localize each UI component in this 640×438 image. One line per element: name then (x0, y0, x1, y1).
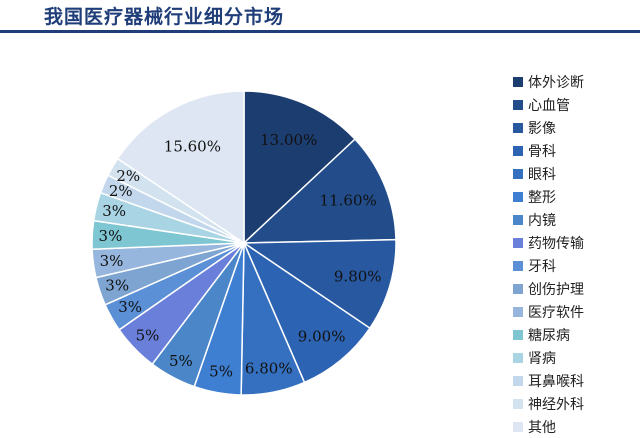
legend-label: 药物传输 (528, 235, 584, 252)
legend-label: 牙科 (528, 258, 556, 275)
legend-label: 其他 (528, 419, 556, 436)
legend-swatch (513, 145, 523, 156)
legend-label: 骨科 (528, 143, 556, 160)
legend-item-8: 药物传输 (513, 231, 638, 254)
legend-swatch (513, 352, 523, 363)
legend-swatch (513, 76, 523, 87)
legend-item-10: 创伤护理 (513, 277, 638, 300)
legend-swatch (513, 329, 523, 340)
slice-label-3: 9.80% (334, 267, 382, 285)
legend-label: 肾病 (528, 350, 556, 367)
legend-label: 耳鼻喉科 (528, 373, 584, 390)
legend-label: 整形 (528, 189, 556, 206)
legend-item-13: 肾病 (513, 346, 638, 369)
slice-label-10: 3% (105, 277, 129, 295)
legend-swatch (513, 421, 523, 432)
slice-label-8: 5% (136, 327, 160, 345)
legend-item-14: 耳鼻喉科 (513, 369, 638, 392)
legend-item-3: 影像 (513, 116, 638, 139)
pie-slice-4 (242, 240, 371, 384)
legend-swatch (513, 375, 523, 386)
legend-item-2: 心血管 (513, 93, 638, 116)
slice-label-6: 5% (209, 363, 233, 381)
legend-swatch (513, 168, 523, 179)
legend-swatch (513, 191, 523, 202)
slice-label-2: 11.60% (320, 192, 377, 210)
legend-label: 影像 (528, 120, 556, 137)
title-underline (0, 30, 640, 33)
legend-swatch (513, 214, 523, 225)
slice-label-9: 3% (118, 298, 142, 316)
legend-label: 内镜 (528, 212, 556, 229)
legend-item-12: 糖尿病 (513, 323, 638, 346)
slice-label-12: 3% (99, 227, 123, 245)
legend-swatch (513, 306, 523, 317)
pie-slice-3 (241, 238, 397, 330)
legend-label: 体外诊断 (528, 74, 584, 91)
legend-label: 糖尿病 (528, 327, 570, 344)
slice-label-1: 13.00% (260, 131, 317, 149)
slice-label-14: 2% (109, 182, 133, 200)
legend-label: 心血管 (528, 97, 570, 114)
pie-slice-1 (243, 90, 357, 245)
slice-label-4: 9.00% (298, 328, 346, 346)
legend-item-5: 眼科 (513, 162, 638, 185)
legend-label: 创伤护理 (528, 281, 584, 298)
legend-item-9: 牙科 (513, 254, 638, 277)
legend-label: 眼科 (528, 166, 556, 183)
legend-label: 医疗软件 (528, 304, 584, 321)
chart-title: 我国医疗器械行业细分市场 (44, 6, 285, 28)
slice-label-16: 15.60% (164, 137, 221, 155)
slice-label-11: 3% (100, 252, 124, 270)
legend-item-4: 骨科 (513, 139, 638, 162)
legend-swatch (513, 122, 523, 133)
slice-label-15: 2% (116, 167, 140, 185)
legend-item-15: 神经外科 (513, 392, 638, 415)
legend-item-1: 体外诊断 (513, 70, 638, 93)
legend-label: 神经外科 (528, 396, 584, 413)
legend-item-7: 内镜 (513, 208, 638, 231)
slice-label-13: 3% (102, 202, 126, 220)
slice-label-7: 5% (169, 352, 193, 370)
header: 我国医疗器械行业细分市场 (0, 0, 640, 34)
pie-chart: 13.00% 11.60% 9.80% 9.00% 6.80% 5% 5% 5% 3% 3% 3% 3… (91, 90, 397, 396)
legend-item-16: 其他 (513, 415, 638, 438)
pie-slice-2 (242, 138, 397, 244)
legend-swatch (513, 398, 523, 409)
slice-label-5: 6.80% (245, 359, 293, 377)
legend-item-11: 医疗软件 (513, 300, 638, 323)
legend-item-6: 整形 (513, 185, 638, 208)
chart-legend: 体外诊断心血管影像骨科眼科整形内镜药物传输牙科创伤护理医疗软件糖尿病肾病耳鼻喉科… (513, 70, 638, 438)
legend-swatch (513, 260, 523, 271)
legend-swatch (513, 99, 523, 110)
legend-swatch (513, 237, 523, 248)
pie-slice-16 (116, 90, 245, 245)
legend-swatch (513, 283, 523, 294)
